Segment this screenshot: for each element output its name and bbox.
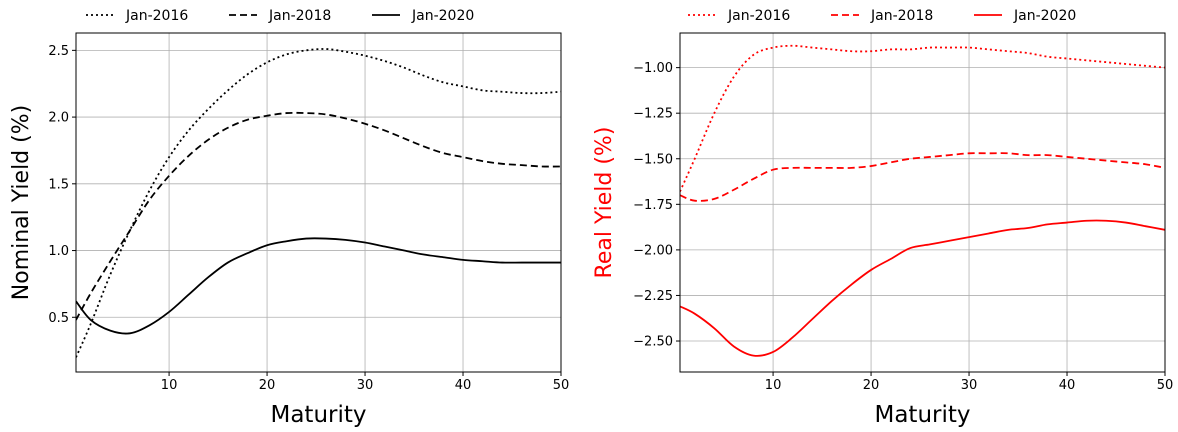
legend-label: Jan-2016	[727, 8, 790, 24]
x-tick-label: 10	[765, 378, 782, 393]
nominal-yield-chart: 10 20 30 40 50 0.5 1.0 1.5 2.0 2.5 Maturity Nominal…	[9, 8, 569, 428]
x-tick-label: 40	[455, 378, 472, 393]
series-line-jan-2018	[680, 152, 1165, 202]
y-tick-label: 0.5	[48, 311, 69, 326]
y-axis-label: Real Yield (%)	[592, 127, 617, 279]
legend-label: Jan-2020	[411, 8, 474, 24]
y-tick-label: −1.25	[633, 107, 673, 122]
x-tick-label: 10	[161, 378, 178, 393]
series-line-jan-2020	[680, 219, 1165, 357]
series-line-jan-2016	[76, 48, 561, 358]
legend-label: Jan-2020	[1013, 8, 1076, 24]
x-tick-label: 20	[863, 378, 880, 393]
plot-frame	[679, 32, 1166, 373]
x-tick-label: 30	[961, 378, 978, 393]
y-tick-label: −2.00	[633, 243, 673, 258]
series-line-jan-2016	[680, 44, 1165, 192]
legend: Jan-2016 Jan-2018 Jan-2020	[688, 8, 1076, 24]
legend-label: Jan-2018	[268, 8, 331, 24]
y-tick-label: 1.0	[48, 244, 69, 259]
series-line-jan-2020	[76, 237, 561, 335]
series-line-jan-2018	[76, 111, 561, 321]
x-tick-label: 50	[553, 378, 570, 393]
x-tick-label: 30	[357, 378, 374, 393]
legend: Jan-2016 Jan-2018 Jan-2020	[86, 8, 474, 24]
grid-lines	[680, 33, 1166, 372]
x-axis-label: Maturity	[874, 402, 970, 428]
legend-label: Jan-2016	[125, 8, 188, 24]
legend-label: Jan-2018	[870, 8, 933, 24]
y-tick-label: −2.50	[633, 335, 673, 350]
y-tick-label: 2.0	[48, 111, 69, 126]
grid-lines	[76, 33, 562, 372]
real-yield-chart: 10 20 30 40 50 −2.50 −2.25 −2.00 −1.75 −1.50 −1.25…	[592, 8, 1173, 428]
x-tick-label: 20	[259, 378, 276, 393]
y-tick-label: 1.5	[48, 177, 69, 192]
x-tick-label: 40	[1059, 378, 1076, 393]
x-tick-label: 50	[1157, 378, 1174, 393]
plot-frame	[75, 32, 562, 373]
y-tick-label: 2.5	[48, 44, 69, 59]
x-axis-label: Maturity	[270, 402, 366, 428]
y-tick-label: −2.25	[633, 289, 673, 304]
y-tick-label: −1.00	[633, 61, 673, 76]
y-axis-label: Nominal Yield (%)	[9, 105, 34, 300]
y-tick-label: −1.75	[633, 198, 673, 213]
y-tick-label: −1.50	[633, 152, 673, 167]
